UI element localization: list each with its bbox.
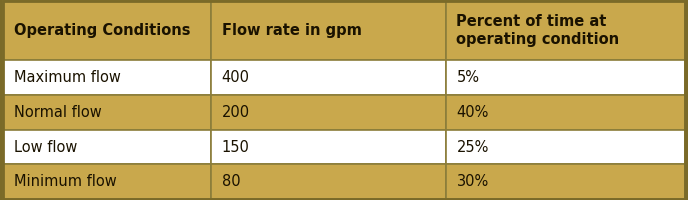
Bar bbox=[446, 1, 685, 60]
Text: 200: 200 bbox=[222, 105, 250, 120]
Text: 5%: 5% bbox=[457, 70, 480, 85]
Bar bbox=[211, 60, 446, 95]
Bar bbox=[446, 60, 685, 95]
Bar bbox=[3, 1, 211, 60]
Bar bbox=[446, 164, 685, 199]
Text: Operating Conditions: Operating Conditions bbox=[14, 23, 191, 38]
Bar bbox=[211, 164, 446, 199]
Text: 40%: 40% bbox=[457, 105, 489, 120]
Text: Minimum flow: Minimum flow bbox=[14, 174, 116, 189]
Bar bbox=[3, 95, 211, 130]
Bar bbox=[211, 95, 446, 130]
Bar bbox=[211, 130, 446, 164]
Text: Low flow: Low flow bbox=[14, 140, 77, 155]
Text: 400: 400 bbox=[222, 70, 250, 85]
Text: Flow rate in gpm: Flow rate in gpm bbox=[222, 23, 361, 38]
Text: 80: 80 bbox=[222, 174, 240, 189]
Text: 25%: 25% bbox=[457, 140, 489, 155]
Bar bbox=[446, 130, 685, 164]
Bar bbox=[211, 1, 446, 60]
Text: Normal flow: Normal flow bbox=[14, 105, 102, 120]
Bar bbox=[3, 60, 211, 95]
Bar bbox=[3, 164, 211, 199]
Bar bbox=[446, 95, 685, 130]
Text: Maximum flow: Maximum flow bbox=[14, 70, 120, 85]
Text: 30%: 30% bbox=[457, 174, 488, 189]
Bar bbox=[3, 130, 211, 164]
Text: 150: 150 bbox=[222, 140, 249, 155]
Text: Percent of time at
operating condition: Percent of time at operating condition bbox=[457, 14, 620, 47]
